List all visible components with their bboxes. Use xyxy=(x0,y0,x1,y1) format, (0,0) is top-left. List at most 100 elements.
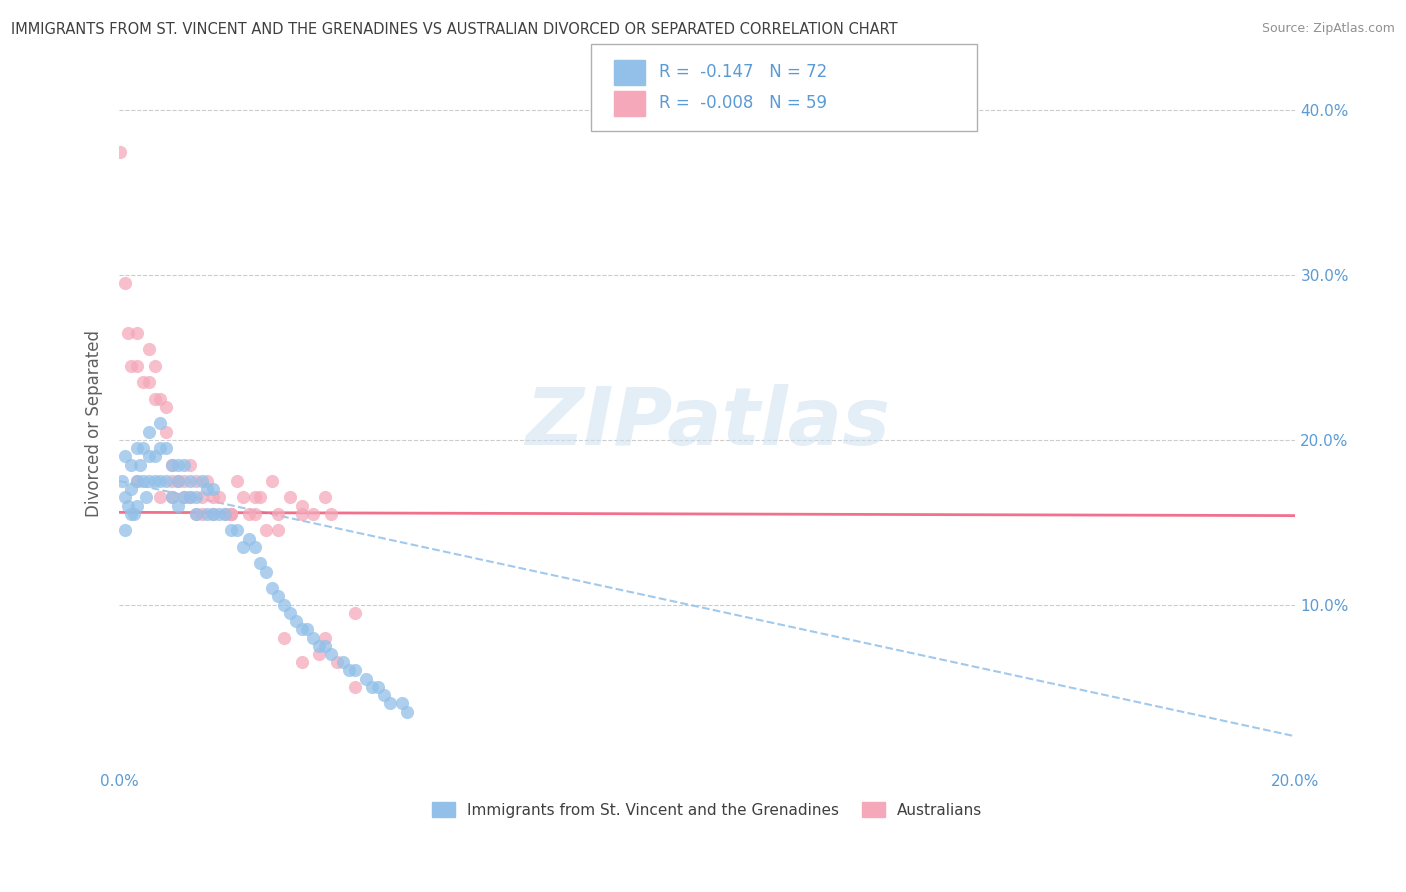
Point xyxy=(179,474,201,488)
Point xyxy=(167,474,190,488)
Point xyxy=(125,499,148,513)
Point xyxy=(190,507,212,521)
Point xyxy=(197,474,219,488)
Point xyxy=(314,639,336,653)
Point xyxy=(302,631,325,645)
Point xyxy=(232,540,254,554)
Point xyxy=(314,491,336,505)
Point xyxy=(155,400,177,414)
Point xyxy=(254,565,277,579)
Point xyxy=(179,491,201,505)
Point xyxy=(120,483,142,497)
Point xyxy=(120,507,142,521)
Point xyxy=(138,450,160,464)
Point xyxy=(111,474,134,488)
Point xyxy=(114,277,136,291)
Point xyxy=(267,507,290,521)
Point xyxy=(120,458,142,472)
Point xyxy=(249,491,271,505)
Point xyxy=(149,441,172,455)
Point xyxy=(184,491,207,505)
Point xyxy=(149,474,172,488)
Point xyxy=(225,474,247,488)
Point xyxy=(262,581,284,595)
Point xyxy=(332,655,354,669)
Point xyxy=(160,474,183,488)
Point xyxy=(343,606,366,620)
Point xyxy=(297,622,319,636)
Text: Source: ZipAtlas.com: Source: ZipAtlas.com xyxy=(1261,22,1395,36)
Point xyxy=(132,474,155,488)
Point xyxy=(202,507,225,521)
Point xyxy=(190,491,212,505)
Point xyxy=(232,491,254,505)
Point xyxy=(319,647,342,661)
Point xyxy=(343,664,366,678)
Point xyxy=(391,697,413,711)
Point xyxy=(337,664,360,678)
Point xyxy=(219,507,242,521)
Point xyxy=(138,375,160,389)
Point xyxy=(238,532,260,546)
Point xyxy=(197,507,219,521)
Point xyxy=(243,507,266,521)
Point xyxy=(143,474,166,488)
Point xyxy=(167,458,190,472)
Point xyxy=(117,499,139,513)
Point xyxy=(290,507,312,521)
Point xyxy=(125,441,148,455)
Point xyxy=(110,145,132,159)
Point xyxy=(238,507,260,521)
Point xyxy=(135,491,157,505)
Text: ZIPatlas: ZIPatlas xyxy=(524,384,890,462)
Point xyxy=(155,425,177,439)
Point xyxy=(208,507,231,521)
Point xyxy=(122,507,145,521)
Point xyxy=(249,557,271,571)
Point xyxy=(396,705,419,719)
Point xyxy=(262,474,284,488)
Point xyxy=(202,491,225,505)
Point xyxy=(114,450,136,464)
Point xyxy=(373,688,395,702)
Point xyxy=(155,474,177,488)
Point xyxy=(378,697,401,711)
Point xyxy=(308,639,330,653)
Point xyxy=(132,441,155,455)
Point xyxy=(114,524,136,538)
Point xyxy=(160,458,183,472)
Point xyxy=(149,491,172,505)
Point xyxy=(202,507,225,521)
Point xyxy=(361,680,384,694)
Point xyxy=(267,524,290,538)
Point xyxy=(197,483,219,497)
Point xyxy=(273,598,295,612)
Point xyxy=(179,491,201,505)
Point xyxy=(173,491,195,505)
Point xyxy=(319,507,342,521)
Point xyxy=(114,491,136,505)
Point xyxy=(117,326,139,340)
Point xyxy=(214,507,236,521)
Point xyxy=(120,359,142,373)
Point xyxy=(308,647,330,661)
Point xyxy=(278,491,301,505)
Point xyxy=(138,343,160,357)
Point xyxy=(367,680,389,694)
Point xyxy=(208,491,231,505)
Point xyxy=(202,483,225,497)
Point xyxy=(167,474,190,488)
Point xyxy=(160,458,183,472)
Point xyxy=(219,507,242,521)
Point xyxy=(343,680,366,694)
Point xyxy=(149,392,172,406)
Y-axis label: Divorced or Separated: Divorced or Separated xyxy=(86,330,103,516)
Point xyxy=(132,375,155,389)
Point xyxy=(243,540,266,554)
Point xyxy=(302,507,325,521)
Point xyxy=(138,425,160,439)
Point xyxy=(125,326,148,340)
Point xyxy=(219,507,242,521)
Point xyxy=(184,507,207,521)
Point xyxy=(173,458,195,472)
